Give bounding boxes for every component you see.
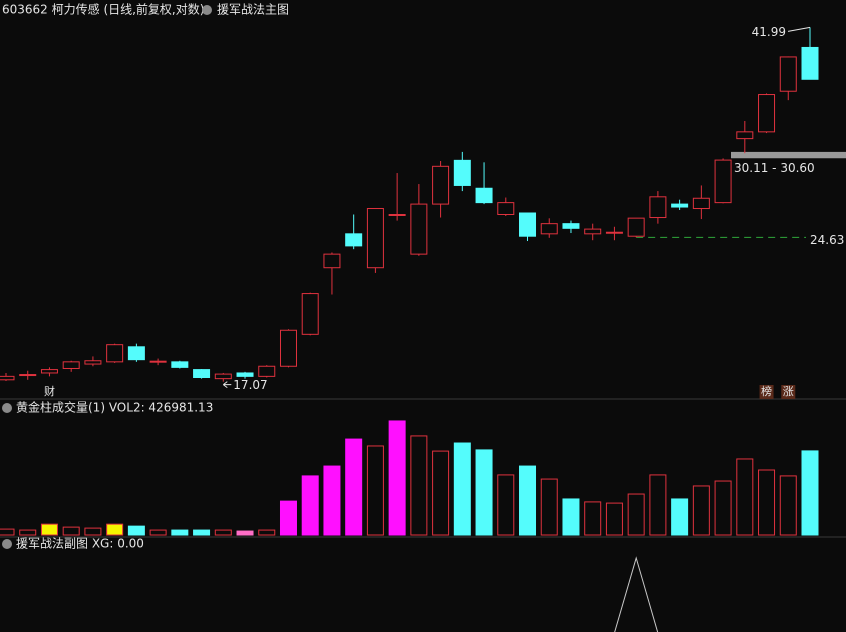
volume-bar	[127, 525, 145, 536]
volume-bar	[475, 449, 493, 536]
candle-body	[301, 293, 319, 335]
max-label: 41.99	[752, 25, 786, 39]
candle-body	[736, 131, 754, 140]
candle-body	[388, 214, 406, 217]
candle-body	[540, 223, 558, 235]
candle-body	[193, 369, 211, 379]
menu-icon[interactable]	[2, 539, 12, 549]
candle-body	[649, 196, 667, 219]
candle-body	[758, 94, 776, 133]
candle-body	[779, 56, 797, 92]
volume-bar	[171, 529, 189, 536]
chart-title: 603662 柯力传感 (日线,前复权,对数)	[2, 2, 204, 17]
volume-bar	[323, 465, 341, 536]
band-label: 30.11 - 30.60	[734, 161, 815, 175]
candle-body	[214, 373, 232, 380]
candle-body	[497, 202, 515, 216]
volume-bar	[236, 530, 254, 536]
candle-body	[279, 329, 297, 367]
candle-body	[62, 361, 80, 369]
candle-body	[236, 372, 254, 377]
volume-bar	[649, 474, 667, 536]
volume-bar	[84, 527, 102, 536]
volume-bar	[497, 474, 515, 536]
volume-bar	[388, 420, 406, 536]
volume-bar	[62, 526, 80, 536]
volume-bar	[736, 458, 754, 536]
price-band	[731, 151, 846, 159]
candle-body	[149, 360, 167, 363]
support-label: 24.63	[810, 233, 844, 247]
volume-bar	[279, 500, 297, 536]
candle-body	[171, 361, 189, 368]
volume-bar	[714, 480, 732, 536]
candle-body	[366, 208, 384, 269]
volume-bar	[214, 529, 232, 536]
min-label: 17.07	[233, 378, 267, 392]
candle-body	[323, 253, 341, 269]
volume-bar	[801, 450, 819, 536]
volume-bar	[432, 450, 450, 536]
candle-body	[0, 375, 15, 381]
candle-body	[475, 187, 493, 204]
sub-indicator-title[interactable]: 援军战法副图 XG: 0.00	[16, 537, 144, 551]
candle-body	[453, 159, 471, 186]
volume-bar	[605, 502, 623, 536]
volume-bar	[453, 442, 471, 536]
candle-body	[671, 203, 689, 208]
candle-body	[627, 217, 645, 237]
volume-bar	[366, 445, 384, 536]
candle-body	[801, 46, 819, 80]
marker-box	[759, 385, 774, 399]
volume-bar	[562, 498, 580, 536]
max-pointer	[787, 26, 811, 32]
candle-body	[19, 374, 37, 377]
volume-bar	[627, 493, 645, 536]
volume-bar	[106, 523, 124, 536]
candle-body	[519, 212, 537, 237]
marker-box	[781, 385, 796, 399]
candle-body	[106, 344, 124, 363]
marker: 涨	[783, 385, 794, 398]
volume-bar	[345, 438, 363, 536]
volume-bar	[258, 529, 276, 536]
volume-bar	[779, 475, 797, 536]
volume-bar	[584, 501, 602, 536]
volume-bar	[19, 529, 37, 536]
volume-bar	[193, 529, 211, 536]
candle-body	[258, 365, 276, 377]
candle-body	[714, 159, 732, 204]
candle-body	[127, 346, 145, 361]
volume-bar	[692, 485, 710, 536]
candle-body	[345, 233, 363, 247]
candle-body	[84, 360, 102, 365]
volume-bar	[540, 478, 558, 536]
min-arrow	[222, 381, 232, 389]
marker: 榜	[761, 384, 772, 398]
volume-bar	[301, 475, 319, 536]
candle-body	[562, 223, 580, 229]
volume-bar	[519, 465, 537, 536]
candle-body	[605, 231, 623, 234]
volume-bar	[40, 523, 58, 536]
volume-bar	[671, 498, 689, 536]
candle-body	[432, 165, 450, 205]
volume-bar	[410, 435, 428, 536]
marker: 财	[44, 384, 55, 398]
menu-icon[interactable]	[2, 403, 12, 413]
menu-icon[interactable]	[202, 5, 212, 15]
volume-title[interactable]: 黄金柱成交量(1) VOL2: 426981.13	[16, 400, 213, 415]
candle-body	[410, 203, 428, 255]
volume-bar	[149, 529, 167, 536]
candle-body	[692, 197, 710, 210]
indicator-name[interactable]: 援军战法主图	[217, 3, 289, 17]
volume-bar	[0, 528, 15, 536]
candle-body	[584, 228, 602, 235]
candle-body	[40, 369, 58, 374]
volume-bar	[758, 469, 776, 536]
